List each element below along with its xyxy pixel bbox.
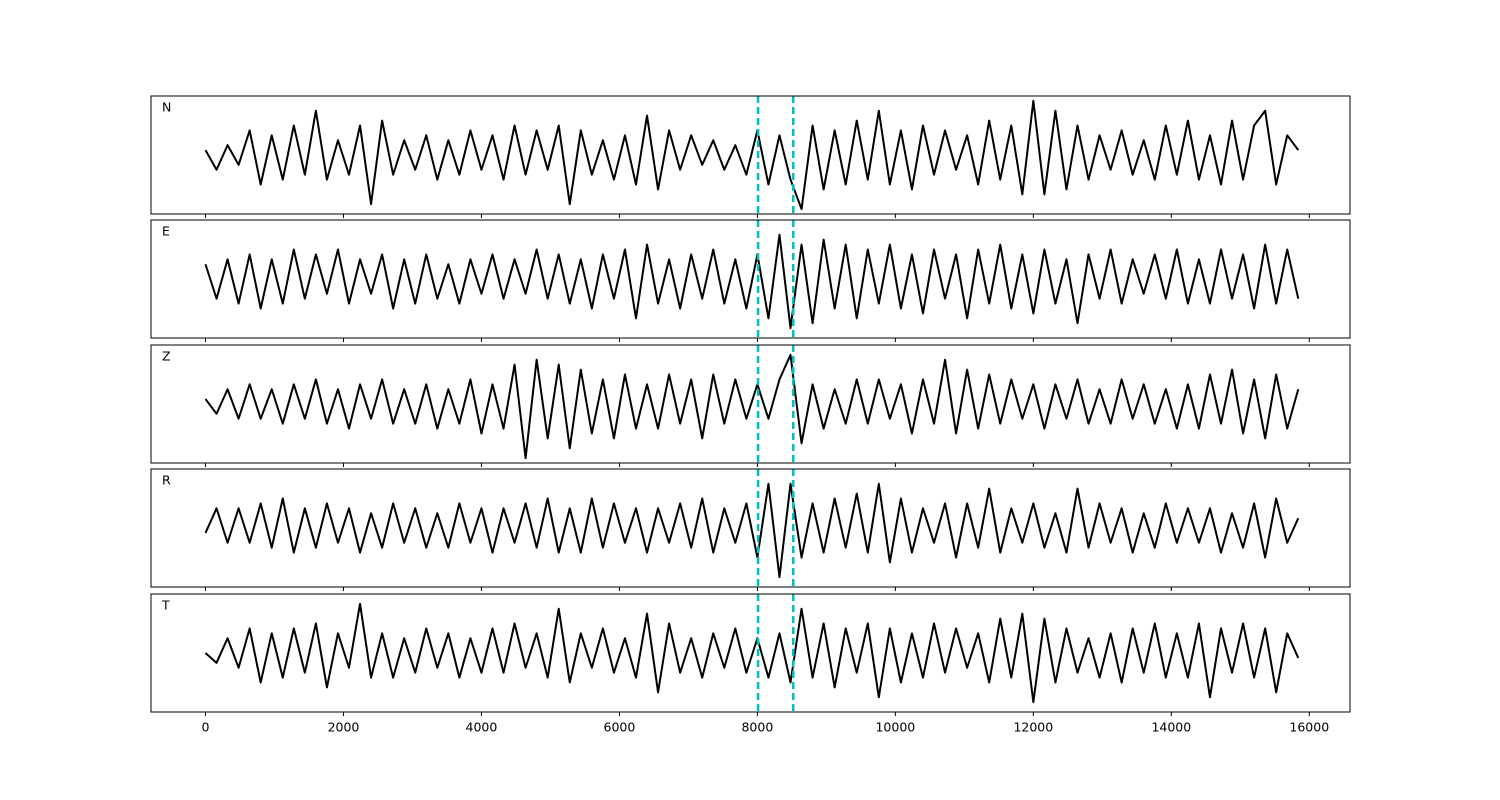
x-tick-label: 10000 (875, 720, 915, 735)
panel-frame (150, 219, 1351, 339)
trace (204, 482, 1300, 579)
x-tick-label: 12000 (1013, 720, 1053, 735)
x-tick-label: 2000 (328, 720, 360, 735)
trace (204, 233, 1300, 330)
x-tick-label: 4000 (466, 720, 498, 735)
panel-frame (150, 95, 1351, 215)
trace (204, 99, 1300, 211)
x-tick-label: 8000 (741, 720, 773, 735)
trace (204, 602, 1300, 704)
channel-label: R (162, 473, 171, 488)
trace (204, 353, 1300, 460)
channel-label: E (162, 224, 170, 239)
panel-frame (150, 344, 1351, 464)
panel-frame (150, 468, 1351, 588)
channel-label: T (161, 598, 170, 613)
x-tick-label: 14000 (1151, 720, 1191, 735)
x-tick-label: 16000 (1289, 720, 1329, 735)
x-tick-label: 6000 (604, 720, 636, 735)
x-tick-label: 0 (202, 720, 210, 735)
channel-label: N (162, 100, 171, 115)
panel-frame (150, 593, 1351, 713)
channel-label: Z (162, 349, 171, 364)
